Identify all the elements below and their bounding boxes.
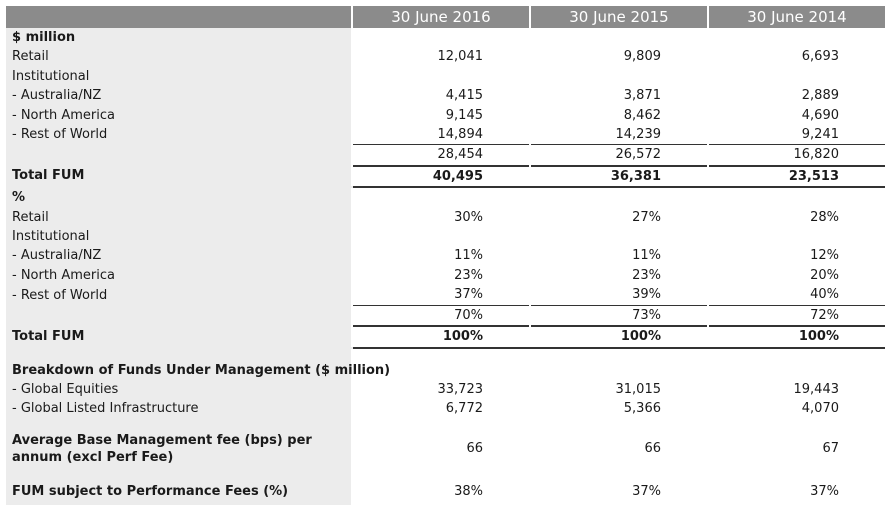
cell-2014: 37% (707, 478, 885, 505)
cell-2015: 14,239 (529, 125, 708, 145)
table-row: - Global Listed Infrastructure 6,772 5,3… (6, 399, 885, 419)
cell-2016: 6,772 (351, 399, 530, 419)
fee-row: Average Base Management fee (bps) per an… (6, 430, 885, 467)
cell-2016: 38% (351, 478, 530, 505)
row-label: - Global Listed Infrastructure (6, 399, 352, 419)
row-label: Total FUM (6, 326, 352, 349)
cell-2015: 8,462 (529, 105, 708, 126)
header-blank (6, 6, 352, 28)
section-title-row: $ million (6, 28, 885, 48)
subtotal-row: 70% 73% 72% (6, 304, 885, 327)
cell-2015: 9,809 (529, 47, 708, 67)
header-2016: 30 June 2016 (351, 6, 530, 28)
cell-2015: 11% (529, 246, 708, 266)
cell-2015: 3,871 (529, 86, 708, 106)
spacer-row (6, 347, 885, 361)
cell-2016: 9,145 (351, 105, 530, 126)
row-label: Total FUM (6, 165, 352, 189)
cell-2015: 36,381 (529, 164, 708, 189)
table-row: - Rest of World 14,894 14,239 9,241 (6, 125, 885, 145)
row-label: - Rest of World (6, 285, 352, 306)
row-label: Retail (6, 47, 352, 67)
row-label: - Australia/NZ (6, 246, 352, 266)
cell-2014: 28% (707, 207, 885, 228)
cell-2014: 4,070 (707, 399, 885, 419)
cell-2014: 20% (707, 265, 885, 286)
table-row: - Global Equities 33,723 31,015 19,443 (6, 379, 885, 400)
cell-2014: 16,820 (707, 144, 885, 166)
total-row: Total FUM 100% 100% 100% (6, 325, 885, 349)
cell-2016: 23% (351, 265, 530, 286)
total-row: Total FUM 40,495 36,381 23,513 (6, 164, 885, 189)
cell-2016: 37% (351, 285, 530, 306)
cell-2016: 28,454 (351, 144, 530, 166)
cell-2015: 37% (529, 478, 708, 505)
section-title: % (6, 187, 352, 208)
cell-2016: 33,723 (351, 379, 530, 400)
table-row: Retail 12,041 9,809 6,693 (6, 47, 885, 67)
cell-2015: 100% (529, 325, 708, 349)
cell-2014: 40% (707, 285, 885, 306)
table-row: Institutional (6, 66, 885, 87)
cell-2016: 30% (351, 207, 530, 228)
header-2015: 30 June 2015 (529, 6, 708, 28)
fum-table: 30 June 2016 30 June 2015 30 June 2014 $… (6, 6, 885, 505)
row-label: - Rest of World (6, 125, 352, 145)
cell-2016: 14,894 (351, 125, 530, 145)
cell-2015: 66 (529, 430, 708, 467)
cell-2014: 72% (707, 304, 885, 327)
cell-2016: 11% (351, 246, 530, 266)
perf-row: FUM subject to Performance Fees (%) 38% … (6, 478, 885, 505)
header-row: 30 June 2016 30 June 2015 30 June 2014 (6, 6, 885, 28)
section-title-row: % (6, 187, 885, 208)
cell-2016: 40,495 (351, 164, 530, 189)
row-label: Retail (6, 207, 352, 228)
cell-2014: 19,443 (707, 379, 885, 400)
table-row: - North America 9,145 8,462 4,690 (6, 105, 885, 126)
subtotal-row: 28,454 26,572 16,820 (6, 144, 885, 166)
cell-2016: 66 (351, 430, 530, 467)
cell-2014: 6,693 (707, 47, 885, 67)
table-row: Institutional (6, 227, 885, 247)
section-title: Breakdown of Funds Under Management ($ m… (6, 360, 390, 380)
cell-2014: 12% (707, 246, 885, 266)
cell-2014: 100% (707, 325, 885, 349)
table-row: - North America 23% 23% 20% (6, 265, 885, 286)
cell-2014: 4,690 (707, 105, 885, 126)
row-label: - North America (6, 105, 352, 126)
row-label: FUM subject to Performance Fees (%) (6, 478, 352, 505)
row-label: - North America (6, 265, 352, 286)
spacer-row (6, 466, 885, 479)
section-title-row: Breakdown of Funds Under Management ($ m… (6, 360, 885, 380)
table-row: - Rest of World 37% 39% 40% (6, 285, 885, 306)
cell-2014: 23,513 (707, 164, 885, 189)
spacer-row (6, 418, 885, 431)
cell-2016: 12,041 (351, 47, 530, 67)
row-label: - Global Equities (6, 379, 352, 400)
cell-2014: 67 (707, 430, 885, 467)
cell-2016: 70% (351, 304, 530, 327)
cell-2015: 5,366 (529, 399, 708, 419)
cell-2015: 27% (529, 207, 708, 228)
cell-2015: 26,572 (529, 144, 708, 166)
row-label: Average Base Management fee (bps) per an… (6, 430, 352, 467)
table-row: - Australia/NZ 11% 11% 12% (6, 246, 885, 266)
cell-2015: 73% (529, 304, 708, 327)
row-label: Institutional (6, 66, 352, 87)
table-row: Retail 30% 27% 28% (6, 207, 885, 228)
cell-2016: 100% (351, 325, 530, 349)
cell-2015: 39% (529, 285, 708, 306)
section-title: $ million (6, 28, 352, 48)
cell-2014: 9,241 (707, 125, 885, 145)
cell-2015: 23% (529, 265, 708, 286)
header-2014: 30 June 2014 (707, 6, 885, 28)
row-label: Institutional (6, 227, 352, 247)
fum-table-container: 30 June 2016 30 June 2015 30 June 2014 $… (6, 6, 885, 505)
cell-2016: 4,415 (351, 86, 530, 106)
row-label: - Australia/NZ (6, 86, 352, 106)
cell-2014: 2,889 (707, 86, 885, 106)
cell-2015: 31,015 (529, 379, 708, 400)
table-row: - Australia/NZ 4,415 3,871 2,889 (6, 86, 885, 106)
